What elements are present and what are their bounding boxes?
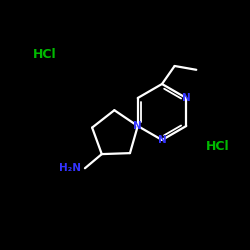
Text: H₂N: H₂N	[59, 163, 81, 173]
Text: N: N	[182, 93, 190, 103]
Text: HCl: HCl	[33, 48, 57, 62]
Text: HCl: HCl	[206, 140, 230, 153]
Text: N: N	[158, 135, 166, 145]
Text: N: N	[134, 121, 142, 131]
